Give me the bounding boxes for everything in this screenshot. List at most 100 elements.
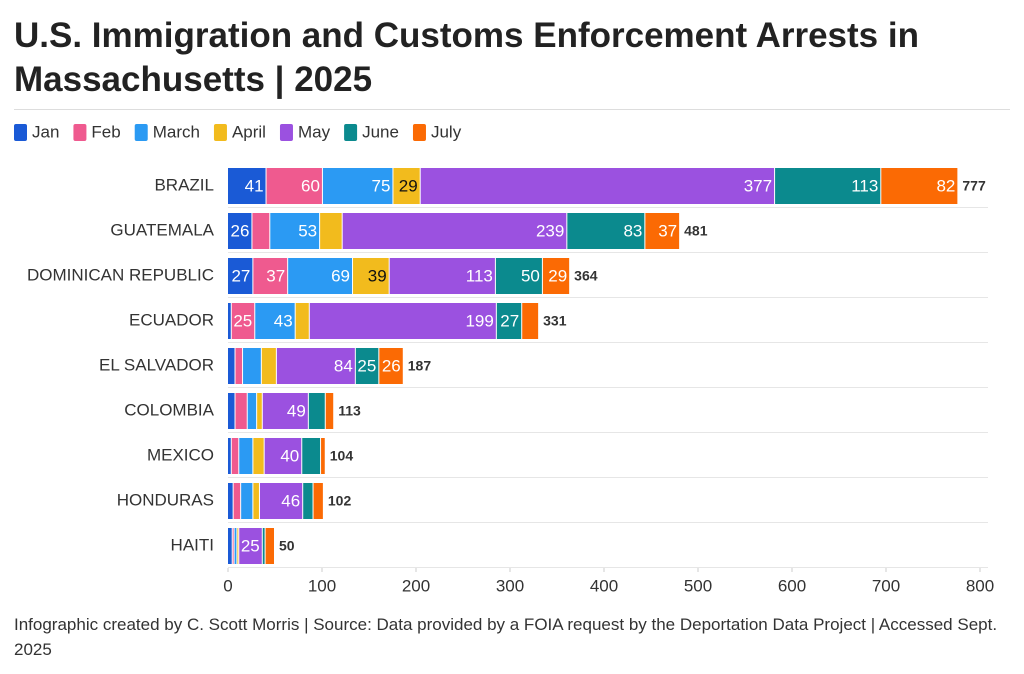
legend-label: May bbox=[298, 122, 331, 141]
value-label: 29 bbox=[548, 266, 567, 285]
bar-segment bbox=[321, 438, 325, 474]
bar-segment bbox=[252, 213, 270, 249]
value-label: 43 bbox=[274, 311, 293, 330]
y-tick-label: GUATEMALA bbox=[110, 220, 214, 239]
value-label: 27 bbox=[231, 266, 250, 285]
bar-segment bbox=[567, 213, 645, 249]
value-label: 239 bbox=[536, 221, 564, 240]
bar-segment bbox=[270, 213, 320, 249]
value-label: 50 bbox=[521, 266, 540, 285]
legend-swatch bbox=[344, 124, 358, 141]
total-label: 187 bbox=[408, 358, 432, 374]
legend-label: Feb bbox=[91, 122, 120, 141]
bar-segment bbox=[522, 303, 539, 339]
y-tick-label: COLOMBIA bbox=[124, 400, 214, 419]
bar-segment bbox=[342, 213, 567, 249]
total-label: 50 bbox=[279, 538, 295, 554]
legend-label: March bbox=[153, 122, 200, 141]
bar-segment bbox=[228, 168, 266, 204]
bar-segment bbox=[239, 528, 262, 564]
value-label: 199 bbox=[465, 311, 493, 330]
value-label: 113 bbox=[466, 266, 493, 285]
legend-label: Jan bbox=[32, 122, 59, 141]
legend-label: July bbox=[431, 122, 462, 141]
x-tick-label: 100 bbox=[308, 576, 336, 595]
bar-segment bbox=[379, 348, 403, 384]
value-label: 113 bbox=[851, 176, 878, 195]
x-tick-label: 300 bbox=[496, 576, 524, 595]
bar-segment bbox=[232, 528, 234, 564]
bar-segment bbox=[228, 348, 235, 384]
legend-swatch bbox=[213, 124, 227, 141]
value-label: 25 bbox=[357, 356, 376, 375]
bar-segment bbox=[266, 168, 322, 204]
legend-label: April bbox=[232, 122, 266, 141]
bar-segment bbox=[231, 438, 239, 474]
value-label: 37 bbox=[658, 221, 677, 240]
x-tick-label: 700 bbox=[872, 576, 900, 595]
total-label: 104 bbox=[330, 448, 354, 464]
bar-segment bbox=[237, 528, 239, 564]
value-label: 41 bbox=[245, 176, 264, 195]
bar-segment bbox=[322, 168, 393, 204]
y-tick-label: ECUADOR bbox=[129, 310, 214, 329]
total-label: 331 bbox=[543, 313, 567, 329]
bar-segment bbox=[255, 303, 295, 339]
value-label: 40 bbox=[280, 446, 299, 465]
bar-segment bbox=[262, 528, 265, 564]
value-label: 39 bbox=[368, 266, 387, 285]
total-label: 102 bbox=[328, 493, 352, 509]
bar-segment bbox=[775, 168, 881, 204]
value-label: 60 bbox=[301, 176, 320, 195]
value-label: 49 bbox=[287, 401, 306, 420]
bar-segment bbox=[496, 303, 522, 339]
value-label: 37 bbox=[266, 266, 285, 285]
x-tick-label: 0 bbox=[223, 576, 232, 595]
value-label: 53 bbox=[298, 221, 317, 240]
bar-segment bbox=[253, 483, 259, 519]
bar-segment bbox=[302, 438, 321, 474]
bar-segment bbox=[241, 483, 253, 519]
x-tick-label: 600 bbox=[778, 576, 806, 595]
divider bbox=[14, 109, 1010, 110]
legend-swatch bbox=[73, 124, 87, 141]
value-label: 46 bbox=[281, 491, 300, 510]
bar-segment bbox=[239, 438, 253, 474]
total-label: 364 bbox=[574, 268, 598, 284]
y-tick-label: DOMINICAN REPUBLIC bbox=[27, 265, 214, 284]
legend-label: June bbox=[362, 122, 399, 141]
bar-segment bbox=[393, 168, 420, 204]
y-tick-label: HAITI bbox=[171, 535, 214, 554]
bar-segment bbox=[309, 303, 496, 339]
x-tick-label: 200 bbox=[402, 576, 430, 595]
bar-segment bbox=[228, 483, 233, 519]
bar-segment bbox=[264, 438, 302, 474]
bar-segment bbox=[420, 168, 775, 204]
total-label: 777 bbox=[962, 178, 986, 194]
bar-segment bbox=[228, 393, 235, 429]
bar-segment bbox=[231, 303, 255, 339]
bar-segment bbox=[542, 258, 570, 294]
bar-segment bbox=[320, 213, 342, 249]
value-label: 82 bbox=[936, 176, 955, 195]
y-tick-label: MEXICO bbox=[147, 445, 214, 464]
bar-segment bbox=[247, 393, 257, 429]
value-label: 29 bbox=[399, 176, 418, 195]
bar-segment bbox=[288, 258, 353, 294]
bar-segment bbox=[257, 393, 262, 429]
value-label: 377 bbox=[744, 176, 772, 195]
chart-title: U.S. Immigration and Customs Enforcement… bbox=[14, 16, 919, 99]
value-label: 27 bbox=[500, 311, 519, 330]
bar-segment bbox=[313, 483, 323, 519]
legend-swatch bbox=[279, 124, 293, 141]
x-tick-label: 400 bbox=[590, 576, 618, 595]
bar-segment bbox=[235, 393, 247, 429]
bar-segment bbox=[228, 438, 231, 474]
footer: Infographic created by C. Scott Morris |… bbox=[14, 615, 998, 659]
bar-segment bbox=[235, 348, 243, 384]
total-label: 481 bbox=[684, 223, 708, 239]
bar-segment bbox=[276, 348, 355, 384]
value-label: 25 bbox=[241, 536, 260, 555]
bar-segment bbox=[234, 528, 237, 564]
y-tick-label: BRAZIL bbox=[154, 175, 214, 194]
